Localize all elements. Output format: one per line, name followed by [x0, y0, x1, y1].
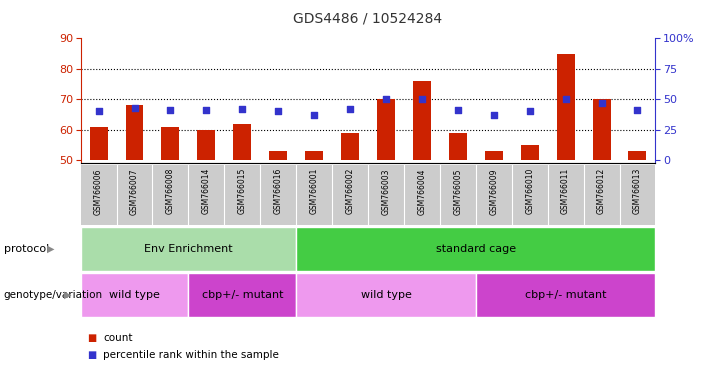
Text: GSM766003: GSM766003 [381, 168, 390, 215]
Text: wild type: wild type [109, 290, 160, 300]
Text: ▶: ▶ [48, 243, 55, 254]
Text: standard cage: standard cage [436, 243, 516, 254]
Text: GSM766008: GSM766008 [166, 168, 175, 215]
Text: percentile rank within the sample: percentile rank within the sample [103, 350, 279, 360]
Text: GSM766006: GSM766006 [94, 168, 103, 215]
Bar [449, 133, 467, 160]
Point [488, 112, 499, 118]
Text: GSM766014: GSM766014 [202, 168, 211, 215]
Bar [297, 273, 476, 317]
Bar [341, 133, 359, 160]
Bar [81, 227, 297, 271]
Text: GSM766005: GSM766005 [454, 168, 463, 215]
Text: protocol: protocol [4, 243, 49, 254]
Text: GSM766015: GSM766015 [238, 168, 247, 215]
Bar [233, 124, 251, 160]
Text: GSM766013: GSM766013 [633, 168, 642, 215]
Text: wild type: wild type [360, 290, 411, 300]
Point [632, 107, 643, 113]
Bar [125, 105, 144, 160]
Text: GSM766001: GSM766001 [310, 168, 319, 215]
Point [308, 112, 320, 118]
Bar [485, 151, 503, 160]
Text: Env Enrichment: Env Enrichment [144, 243, 233, 254]
Bar [521, 145, 538, 160]
Text: cbp+/- mutant: cbp+/- mutant [525, 290, 606, 300]
Point [273, 108, 284, 114]
Point [416, 96, 428, 103]
Bar [413, 81, 431, 160]
Point [344, 106, 355, 112]
Bar [476, 273, 655, 317]
Text: GSM766002: GSM766002 [346, 168, 355, 215]
Text: GSM766016: GSM766016 [273, 168, 283, 215]
Text: GSM766012: GSM766012 [597, 168, 606, 214]
Point [129, 105, 140, 111]
Bar [198, 130, 215, 160]
Bar [557, 54, 575, 160]
Point [93, 108, 104, 114]
Point [560, 96, 571, 103]
Text: ▶: ▶ [64, 290, 72, 300]
Text: count: count [103, 333, 132, 343]
Text: GSM766011: GSM766011 [561, 168, 570, 214]
Text: cbp+/- mutant: cbp+/- mutant [201, 290, 283, 300]
Text: ■: ■ [88, 350, 97, 360]
Text: GSM766004: GSM766004 [417, 168, 426, 215]
Point [452, 107, 463, 113]
Point [165, 107, 176, 113]
Bar [189, 273, 297, 317]
Text: GSM766009: GSM766009 [489, 168, 498, 215]
Point [237, 106, 248, 112]
Text: ■: ■ [88, 333, 97, 343]
Bar [377, 99, 395, 160]
Point [596, 100, 607, 106]
Bar [297, 227, 655, 271]
Text: GSM766007: GSM766007 [130, 168, 139, 215]
Point [524, 108, 536, 114]
Bar [592, 99, 611, 160]
Point [200, 107, 212, 113]
Text: GSM766010: GSM766010 [525, 168, 534, 215]
Bar [90, 127, 107, 160]
Bar [81, 273, 189, 317]
Bar [161, 127, 179, 160]
Bar [629, 151, 646, 160]
Text: GDS4486 / 10524284: GDS4486 / 10524284 [294, 12, 442, 25]
Text: genotype/variation: genotype/variation [4, 290, 102, 300]
Bar [305, 151, 323, 160]
Point [381, 96, 392, 103]
Bar [269, 151, 287, 160]
